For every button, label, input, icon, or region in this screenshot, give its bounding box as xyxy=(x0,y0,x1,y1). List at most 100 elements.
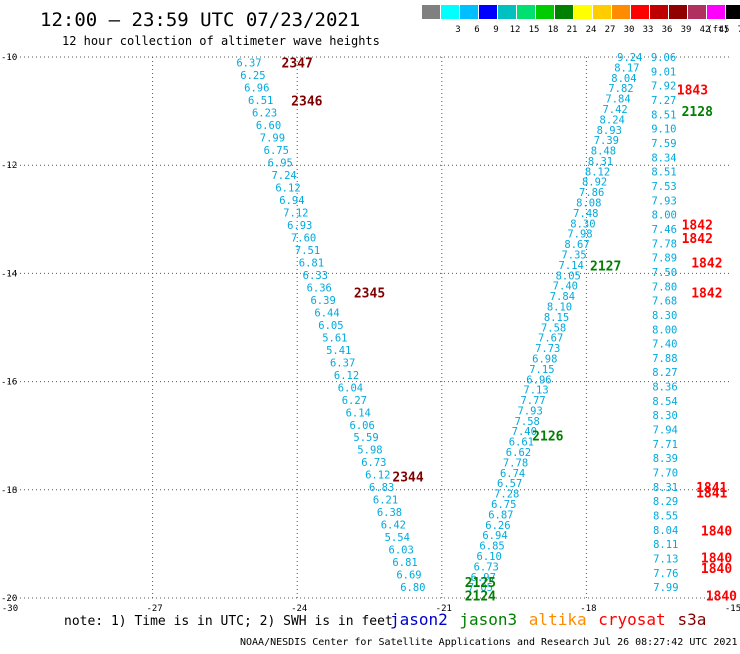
wave-height-label: 7.13 xyxy=(653,554,678,566)
pass-time-label: 2126 xyxy=(532,430,563,445)
wave-height-label: 7.46 xyxy=(652,224,677,236)
wave-height-label: 8.10 xyxy=(547,301,572,313)
x-tick-label: -24 xyxy=(291,604,307,614)
pass-time-label: 2344 xyxy=(392,470,423,485)
legend-swatch xyxy=(498,5,516,19)
y-tick-label: -18 xyxy=(1,486,17,496)
wave-height-label: 6.95 xyxy=(268,157,293,169)
wave-height-label: 6.94 xyxy=(482,530,507,542)
wave-height-label: 6.39 xyxy=(310,295,335,307)
wave-height-label: 7.12 xyxy=(283,207,308,219)
timestamp-text: Jul 26 08:27:42 UTC 2021 xyxy=(593,637,738,648)
plot-area: -30 -27 -24 -21 -18 -15 -10 -12 -14 -16 -18 -20 6.37… xyxy=(1,52,740,614)
wave-height-label: 7.80 xyxy=(652,281,677,293)
wave-height-label: 6.21 xyxy=(373,495,398,507)
legend-swatch xyxy=(536,5,554,19)
legend-swatch xyxy=(593,5,611,19)
wave-height-label: 7.15 xyxy=(529,364,554,376)
pass-time-label: 1840 xyxy=(701,551,732,566)
wave-height-label: 9.24 xyxy=(617,52,642,64)
wave-height-label: 7.70 xyxy=(653,468,678,480)
page-subtitle: 12 hour collection of altimeter wave hei… xyxy=(62,34,380,48)
y-tick-label: -20 xyxy=(1,594,17,604)
wave-height-label: 7.48 xyxy=(573,208,598,220)
wave-height-label: 9.01 xyxy=(651,66,676,78)
wave-height-label: 8.29 xyxy=(653,496,678,508)
wave-height-label: 7.14 xyxy=(559,260,584,272)
wave-height-label: 6.12 xyxy=(365,470,390,482)
satellite-name: jason2 xyxy=(390,610,448,629)
wave-height-label: 6.73 xyxy=(361,457,386,469)
x-tick-label: -27 xyxy=(146,604,162,614)
legend-swatch xyxy=(650,5,668,19)
wave-height-label: 6.60 xyxy=(256,120,281,132)
wave-height-label: 8.30 xyxy=(652,310,677,322)
satellite-key: jason2 jason3 altika cryosat s3a xyxy=(390,610,706,629)
wave-height-label: 8.00 xyxy=(652,324,677,336)
wave-height-label: 8.00 xyxy=(652,210,677,222)
wave-height-label: 7.58 xyxy=(515,416,540,428)
wave-height-label: 6.96 xyxy=(244,82,269,94)
legend-tick-label: 12 xyxy=(510,25,521,35)
wave-height-label: 6.80 xyxy=(400,582,425,594)
wave-height-label: 7.73 xyxy=(535,343,560,355)
legend-swatch xyxy=(707,5,725,19)
wave-height-label: 7.51 xyxy=(295,245,320,257)
wave-height-label: 6.94 xyxy=(279,195,304,207)
wave-height-label: 6.75 xyxy=(264,145,289,157)
wave-height-label: 9.06 xyxy=(651,52,676,64)
wave-height-label: 6.03 xyxy=(389,545,414,557)
wave-height-label: 8.39 xyxy=(653,453,678,465)
wave-height-label: 6.51 xyxy=(248,95,273,107)
legend-swatch xyxy=(574,5,592,19)
wave-height-label: 8.12 xyxy=(585,166,610,178)
pass-time-label: 2346 xyxy=(291,94,322,109)
wave-height-label: 6.12 xyxy=(334,370,359,382)
pass-time-label: 2127 xyxy=(590,259,621,274)
wave-height-label: 8.55 xyxy=(653,511,678,523)
wave-height-label: 6.57 xyxy=(497,478,522,490)
wave-height-label: 6.14 xyxy=(346,407,371,419)
x-tick-label: -21 xyxy=(436,604,452,614)
legend-tick-label: 21 xyxy=(567,25,578,35)
wave-height-label: 8.05 xyxy=(556,270,581,282)
wave-height-label: 6.05 xyxy=(318,320,343,332)
wave-height-label: 6.69 xyxy=(396,570,421,582)
wave-height-label: 7.78 xyxy=(652,238,677,250)
wave-height-label: 8.24 xyxy=(600,114,625,126)
wave-height-label: 7.76 xyxy=(653,568,678,580)
wave-height-label: 6.38 xyxy=(377,507,402,519)
wave-height-label: 5.98 xyxy=(357,445,382,457)
page-title: 12:00 — 23:59 UTC 07/23/2021 xyxy=(40,9,360,31)
wave-height-label: 6.37 xyxy=(330,357,355,369)
x-tick-label: -15 xyxy=(725,604,740,614)
wave-height-label: 7.77 xyxy=(520,395,545,407)
wave-height-label: 7.35 xyxy=(561,250,586,262)
pass-time-label: 1840 xyxy=(701,524,732,539)
wave-height-label: 6.97 xyxy=(471,572,496,584)
x-tick-label: -18 xyxy=(580,604,596,614)
pass-time-label: 1843 xyxy=(677,83,708,98)
legend-swatch xyxy=(441,5,459,19)
wave-height-label: 8.67 xyxy=(564,239,589,251)
wave-height-label: 6.74 xyxy=(500,468,525,480)
wave-height-label: 7.40 xyxy=(652,339,677,351)
wave-height-label: 6.87 xyxy=(488,509,513,521)
wave-height-label: 7.71 xyxy=(653,439,678,451)
wave-height-label: 8.17 xyxy=(614,62,639,74)
wave-height-label: 6.36 xyxy=(307,282,332,294)
legend-tick-label: 70 xyxy=(738,25,740,35)
pass-time-label: 2347 xyxy=(282,56,313,71)
wave-height-label: 6.96 xyxy=(526,374,551,386)
wave-height-label: 6.23 xyxy=(252,107,277,119)
legend-tick-label: 18 xyxy=(548,25,559,35)
pass-time-label: 1841 xyxy=(696,481,727,496)
wave-height-label: 7.40 xyxy=(553,281,578,293)
credit-text: NOAA/NESDIS Center for Satellite Applica… xyxy=(240,637,589,648)
wave-height-label: 8.08 xyxy=(576,198,601,210)
pass-time-label: 1840 xyxy=(706,589,737,604)
color-legend: 36912151821242730333639424570(ft) xyxy=(422,5,740,35)
legend-swatch xyxy=(460,5,478,19)
legend-tick-label: 24 xyxy=(586,25,597,35)
